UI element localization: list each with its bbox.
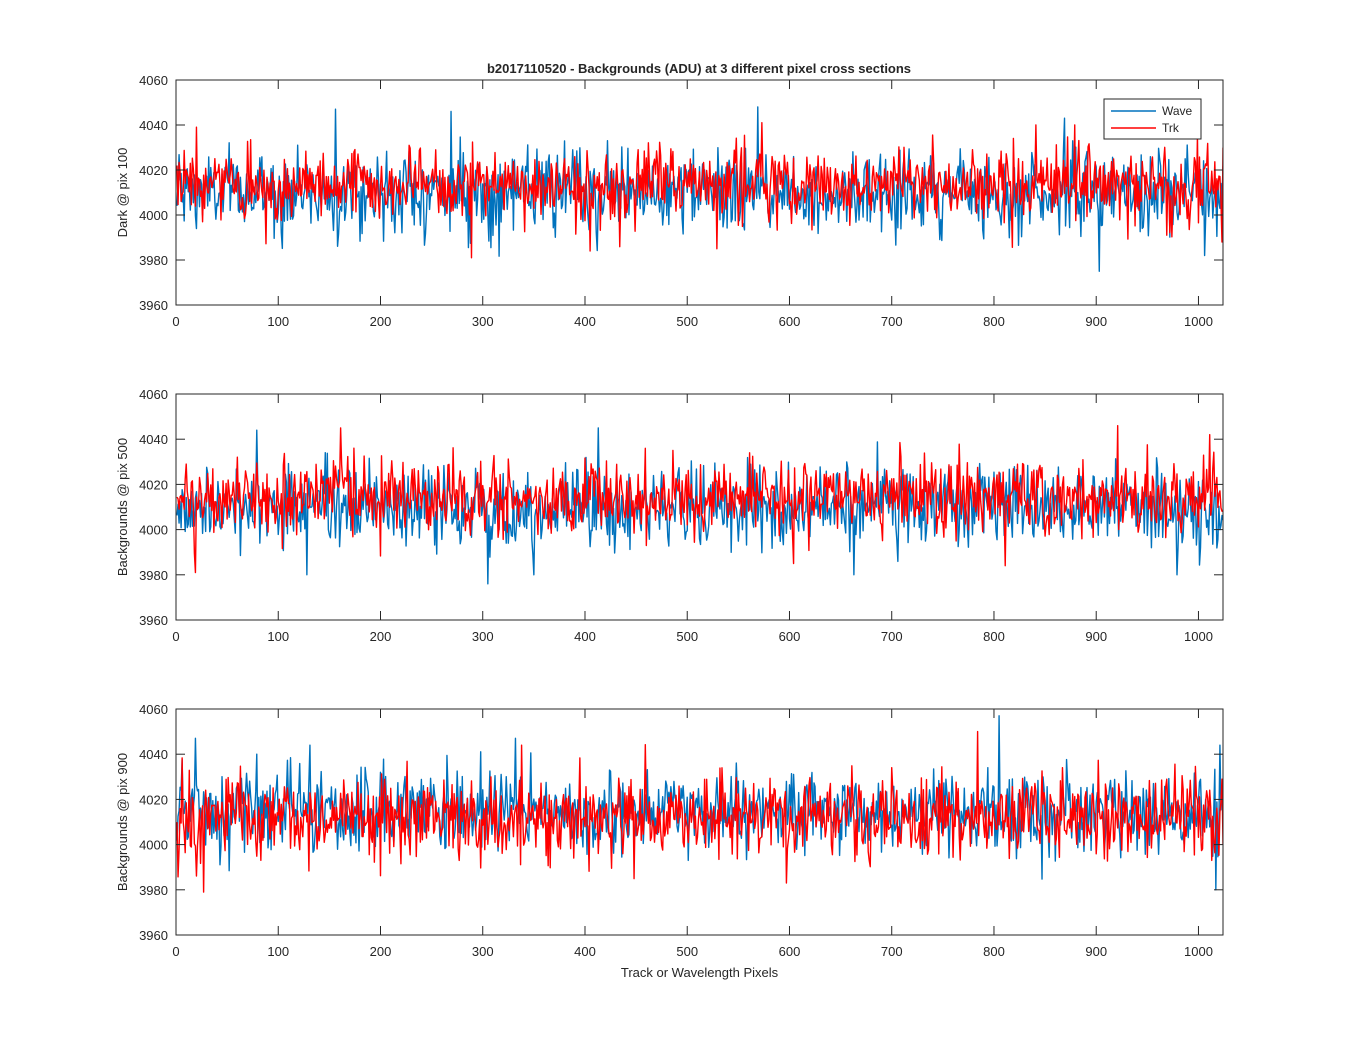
y-tick-label: 3980: [139, 253, 168, 268]
x-tick-label: 300: [472, 314, 494, 329]
y-tick-label: 3960: [139, 298, 168, 313]
x-tick-label: 800: [983, 629, 1005, 644]
x-axis-label: Track or Wavelength Pixels: [621, 965, 779, 980]
y-tick-label: 3980: [139, 883, 168, 898]
y-tick-label: 3980: [139, 568, 168, 583]
x-tick-label: 500: [676, 629, 698, 644]
y-tick-label: 4000: [139, 838, 168, 853]
x-tick-label: 100: [267, 314, 289, 329]
x-tick-label: 800: [983, 944, 1005, 959]
x-tick-label: 500: [676, 944, 698, 959]
series-line-trk: [176, 730, 1223, 893]
y-tick-label: 4020: [139, 477, 168, 492]
x-tick-label: 600: [779, 944, 801, 959]
x-tick-label: 600: [779, 629, 801, 644]
subplot-3: 0 100 200 300 400 500 600 700 800 900 1000 3960 3980…: [115, 702, 1224, 980]
axes-box: [175, 79, 1224, 306]
x-tick-label: 1000: [1184, 314, 1213, 329]
y-axis-label: Backgrounds @ pix 900: [115, 753, 130, 891]
y-tick-label: 4060: [139, 73, 168, 88]
y-tick-label: 4060: [139, 702, 168, 717]
x-tick-label: 900: [1085, 629, 1107, 644]
x-tick-label: 900: [1085, 944, 1107, 959]
x-tick-label: 400: [574, 944, 596, 959]
y-tick-label: 4000: [139, 208, 168, 223]
x-tick-label: 1000: [1184, 944, 1213, 959]
y-tick-label: 4020: [139, 163, 168, 178]
x-tick-label: 0: [172, 629, 179, 644]
subplots: 0 100 200 300 400 500 600 700 800 900 100039603980…: [115, 73, 1224, 980]
x-tick-label: 0: [172, 944, 179, 959]
y-tick-label: 4020: [139, 792, 168, 807]
axes-box: [175, 393, 1224, 621]
x-tick-label: 300: [472, 944, 494, 959]
x-tick-label: 400: [574, 314, 596, 329]
x-tick-label: 100: [267, 944, 289, 959]
y-tick-label: 4040: [139, 432, 168, 447]
legend: Wave Trk: [1103, 98, 1202, 140]
y-axis-label: Backgrounds @ pix 500: [115, 438, 130, 576]
x-tick-label: 500: [676, 314, 698, 329]
figure-title: b2017110520 - Backgrounds (ADU) at 3 dif…: [487, 61, 911, 76]
x-tick-label: 200: [370, 314, 392, 329]
y-tick-label: 3960: [139, 613, 168, 628]
x-tick-label: 1000: [1184, 629, 1213, 644]
y-tick-label: 4040: [139, 118, 168, 133]
x-tick-label: 700: [881, 314, 903, 329]
x-tick-label: 700: [881, 944, 903, 959]
y-tick-label: 3960: [139, 928, 168, 943]
series-line-trk: [176, 424, 1223, 574]
legend-box: [1103, 98, 1202, 140]
y-tick-label: 4040: [139, 747, 168, 762]
axes-box: [175, 708, 1224, 936]
x-tick-label: 300: [472, 629, 494, 644]
y-tick-label: 4000: [139, 523, 168, 538]
x-tick-label: 600: [779, 314, 801, 329]
subplot-2: 0 100 200 300 400 500 600 700 800 900 1000 3960 3980…: [115, 387, 1224, 644]
x-tick-label: 0: [172, 314, 179, 329]
series-line-wave: [176, 715, 1223, 891]
series-line-trk: [176, 122, 1223, 259]
x-tick-label: 400: [574, 629, 596, 644]
x-tick-label: 700: [881, 629, 903, 644]
x-tick-label: 900: [1085, 314, 1107, 329]
x-tick-label: 200: [370, 944, 392, 959]
x-tick-label: 100: [267, 629, 289, 644]
x-tick-label: 800: [983, 314, 1005, 329]
subplot-1: 0 100 200 300 400 500 600 700 800 900 1000 3960 3980…: [115, 73, 1224, 329]
x-tick-label: 200: [370, 629, 392, 644]
legend-label-trk: Trk: [1162, 121, 1180, 135]
legend-label-wave: Wave: [1162, 104, 1193, 118]
y-axis-label: Dark @ pix 100: [115, 148, 130, 238]
y-tick-label: 4060: [139, 387, 168, 402]
